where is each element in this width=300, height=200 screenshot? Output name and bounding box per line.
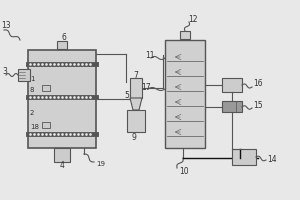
Text: 4: 4 [60,162,65,170]
Text: 14: 14 [267,154,277,164]
Bar [18,69,30,81]
Bar [127,110,145,132]
Bar [42,85,50,91]
Bar [57,41,67,49]
Bar [222,78,242,92]
Text: 9: 9 [131,134,136,142]
Bar [130,78,142,98]
Text: 8: 8 [30,87,34,93]
Text: 3: 3 [2,68,7,76]
Text: 15: 15 [253,102,262,110]
Text: 12: 12 [188,15,197,23]
Bar [165,40,205,148]
Text: 10: 10 [179,168,189,176]
Text: 17: 17 [141,82,151,92]
Text: 5: 5 [124,90,129,99]
Text: 1: 1 [30,76,34,82]
Text: 7: 7 [133,71,138,79]
Bar [180,31,190,39]
Text: 11: 11 [145,51,154,60]
Polygon shape [130,98,142,110]
Text: 2: 2 [30,110,34,116]
Text: 19: 19 [96,161,105,167]
Text: 6: 6 [61,32,66,42]
Text: 18: 18 [30,124,39,130]
Text: 13: 13 [1,21,10,30]
Text: 16: 16 [253,79,262,88]
Bar [222,101,242,112]
Bar [42,122,50,128]
Bar [28,50,96,148]
Bar [232,149,256,165]
Bar [54,148,70,162]
